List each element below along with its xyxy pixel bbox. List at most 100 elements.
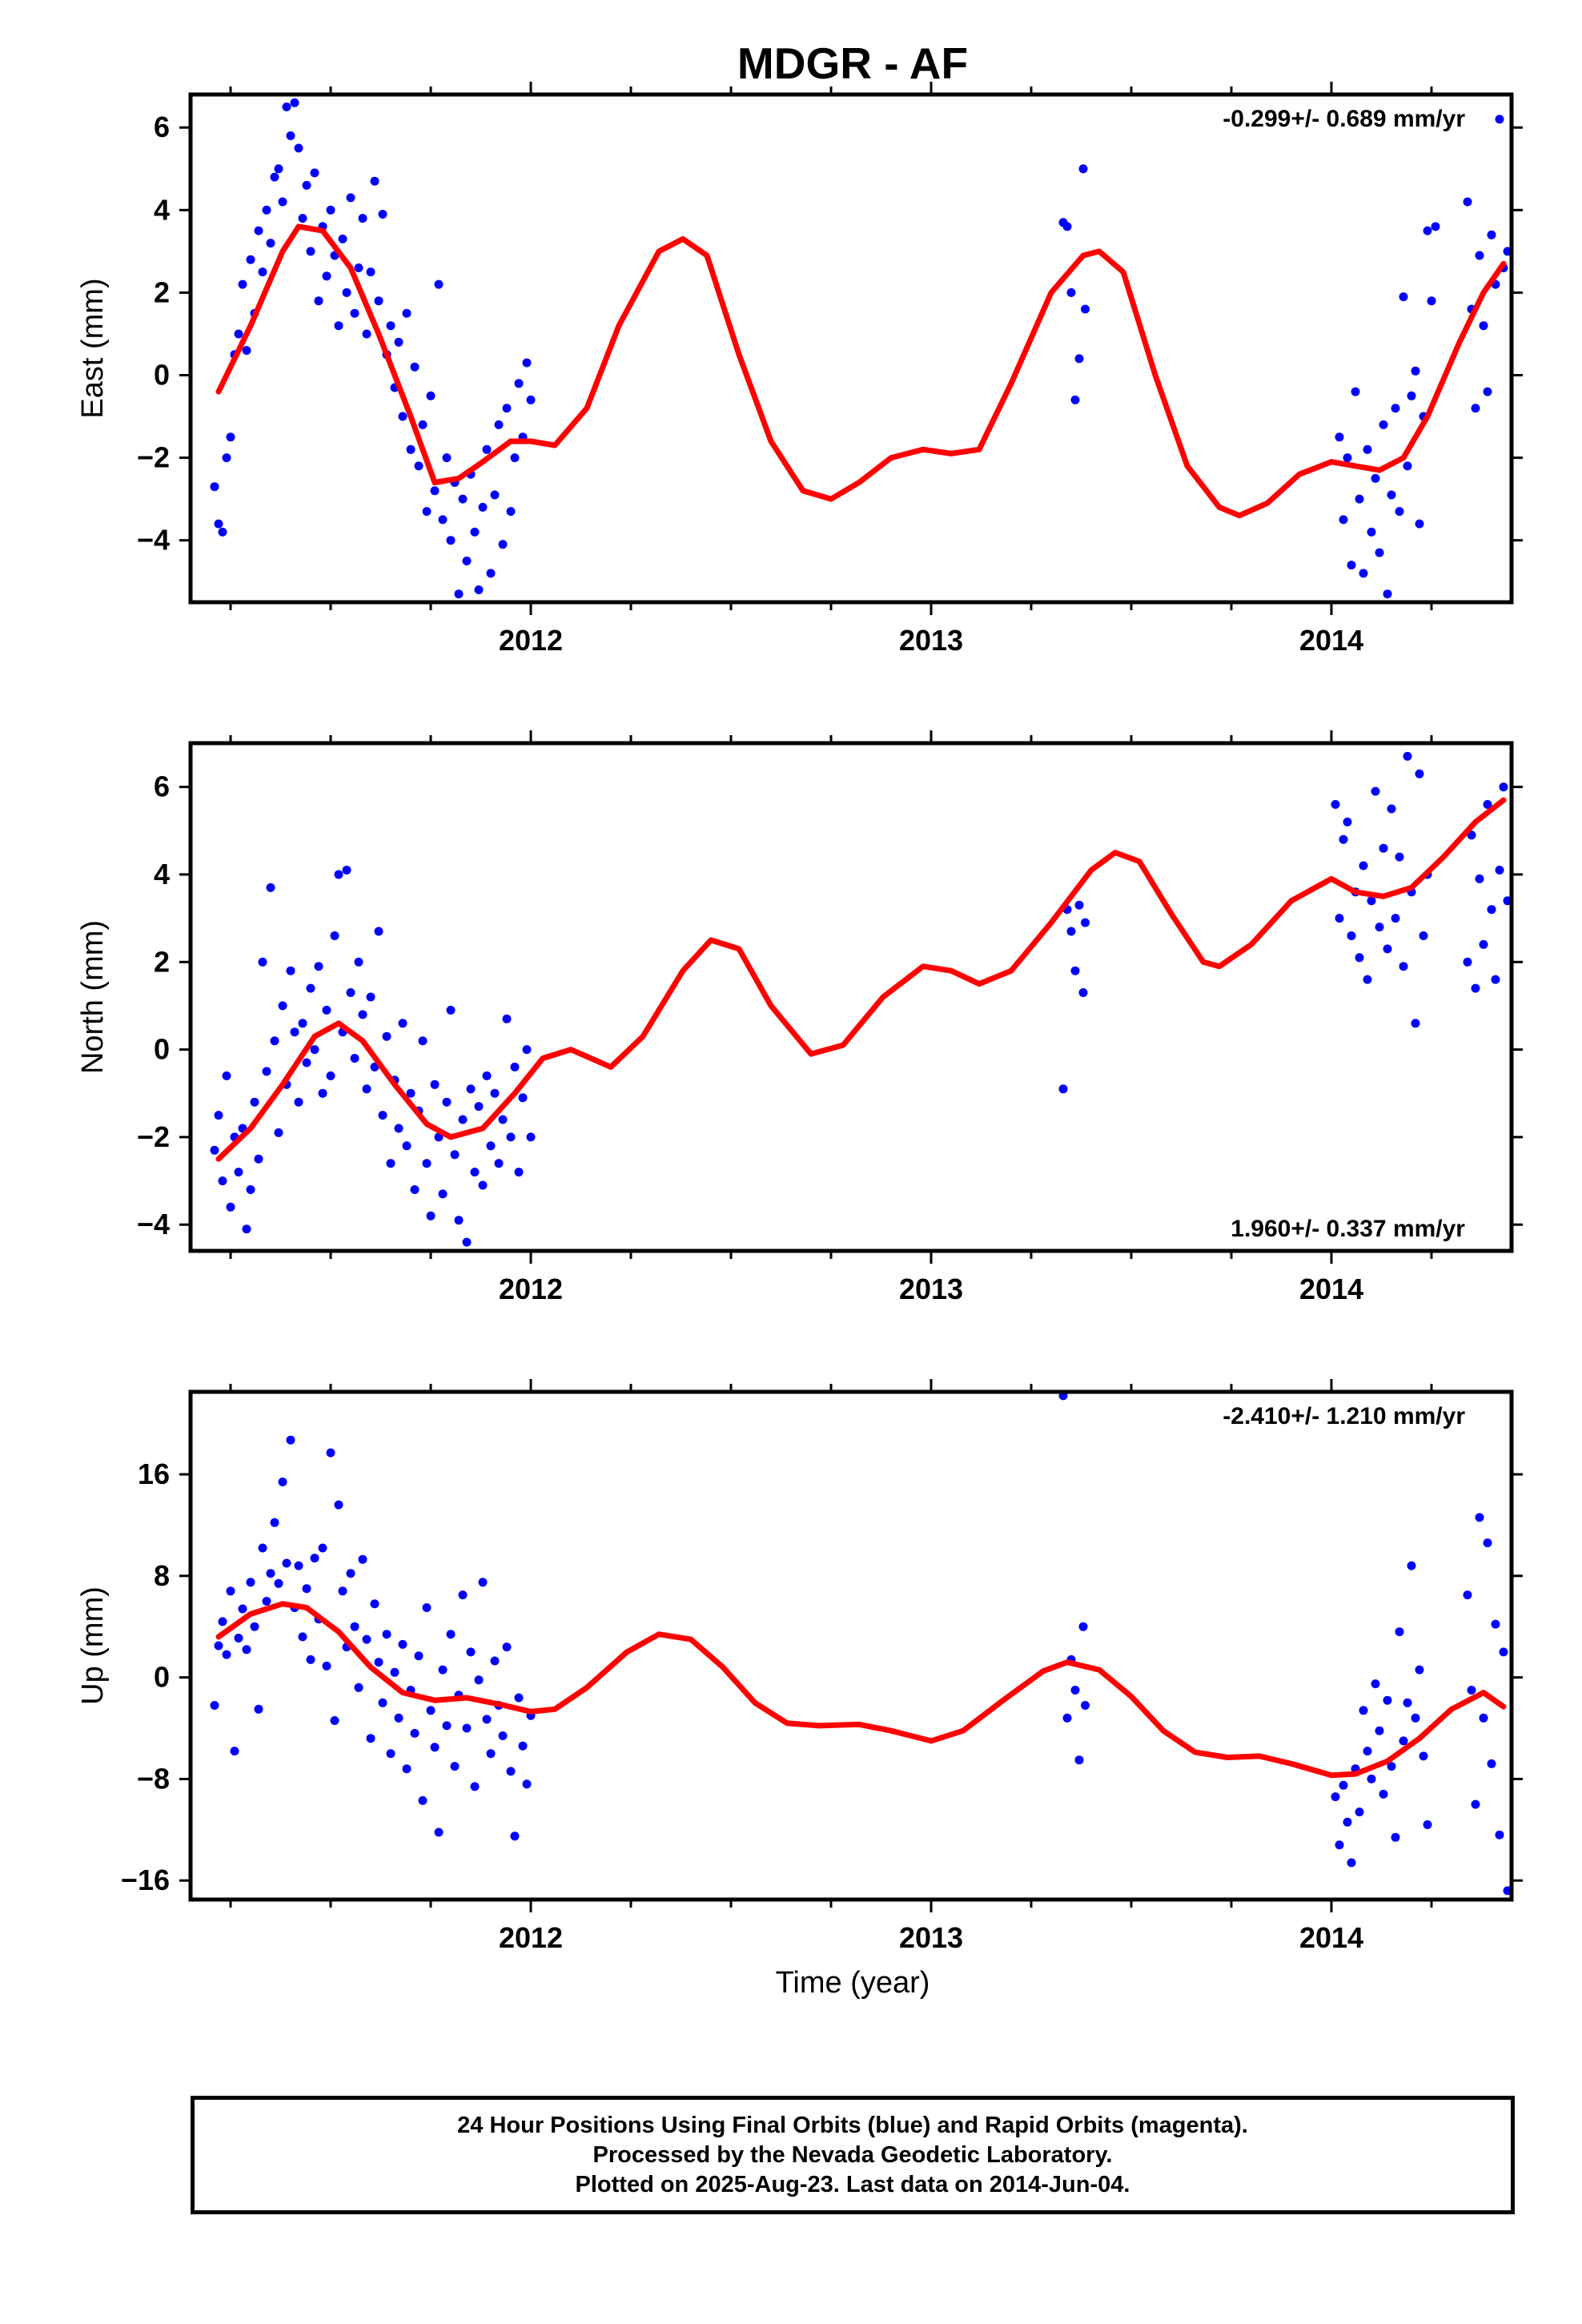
east-data-point xyxy=(1427,296,1436,306)
east-data-point xyxy=(1479,321,1488,331)
east-data-point xyxy=(1379,420,1388,429)
north-y-tick-label: 0 xyxy=(154,1033,170,1066)
up-data-point xyxy=(1359,1706,1368,1715)
east-data-point xyxy=(438,515,448,525)
up-data-point xyxy=(322,1661,331,1671)
east-data-point xyxy=(1343,453,1352,463)
east-data-point xyxy=(446,536,456,545)
north-data-point xyxy=(1399,962,1408,971)
up-y-tick-label: −8 xyxy=(137,1762,170,1795)
up-data-point xyxy=(294,1561,303,1570)
up-data-point xyxy=(514,1693,524,1703)
east-data-point xyxy=(310,168,319,178)
east-data-point xyxy=(514,379,524,388)
north-data-point xyxy=(214,1111,223,1120)
east-fit-line xyxy=(215,223,1507,519)
up-data-point xyxy=(402,1764,412,1774)
east-data-point xyxy=(1078,164,1088,174)
east-data-point xyxy=(510,453,520,463)
north-data-point xyxy=(222,1071,231,1080)
up-data-point xyxy=(394,1713,404,1723)
north-y-tick-label: −2 xyxy=(137,1120,170,1153)
up-rate-label: -2.410+/- 1.210 mm/yr xyxy=(1223,1403,1465,1429)
up-data-point xyxy=(398,1639,408,1649)
north-panel: −4 −2 0 2 4 6 2012 2013 2014 North (mm) 1.960+/- 0… xyxy=(76,730,1523,1305)
east-data-point xyxy=(322,271,331,281)
north-data-point xyxy=(474,1102,484,1112)
up-data-point xyxy=(234,1634,243,1642)
up-data-point xyxy=(210,1701,219,1710)
north-data-point xyxy=(1483,800,1492,809)
up-data-layer xyxy=(210,1392,1512,1896)
north-plot-frame xyxy=(188,741,1514,1253)
north-data-point xyxy=(450,1150,460,1160)
east-data-point xyxy=(1387,490,1396,500)
north-y-tick-label: 4 xyxy=(154,858,170,891)
north-data-point xyxy=(354,957,363,967)
east-data-point xyxy=(1383,589,1392,599)
east-data-point xyxy=(398,412,408,421)
north-data-point xyxy=(502,1014,512,1023)
north-data-point xyxy=(386,1159,396,1168)
north-data-point xyxy=(410,1185,420,1194)
north-data-point xyxy=(426,1211,436,1220)
east-data-point xyxy=(482,444,492,454)
north-data-point xyxy=(1331,800,1340,809)
north-data-point xyxy=(522,1045,532,1055)
up-data-point xyxy=(522,1779,532,1789)
east-data-point xyxy=(462,557,472,565)
north-data-point xyxy=(402,1141,412,1151)
up-data-point xyxy=(446,1630,456,1639)
east-data-point xyxy=(262,205,271,215)
east-data-point xyxy=(402,308,412,318)
east-data-point xyxy=(1423,226,1432,235)
up-data-point xyxy=(1499,1647,1508,1657)
north-data-point xyxy=(358,1010,367,1019)
east-data-point xyxy=(386,321,396,331)
east-rate-label: -0.299+/- 0.689 mm/yr xyxy=(1223,106,1465,132)
north-data-point xyxy=(226,1202,235,1212)
east-data-point xyxy=(490,490,500,500)
up-data-point xyxy=(242,1645,251,1655)
up-data-point xyxy=(502,1642,512,1652)
north-data-point xyxy=(218,1176,227,1186)
east-panel: −4 −2 0 2 4 6 2012 2013 2014 East (mm) -0.299+/- 0… xyxy=(76,82,1523,657)
north-data-point xyxy=(438,1189,448,1199)
east-data-point xyxy=(358,214,367,223)
east-data-point xyxy=(506,507,516,517)
up-data-point xyxy=(358,1554,367,1564)
north-data-point xyxy=(418,1036,428,1046)
up-data-point xyxy=(1395,1627,1404,1637)
east-data-point xyxy=(526,395,536,404)
footer-line-2: Processed by the Nevada Geodetic Laborat… xyxy=(592,2141,1113,2168)
east-data-point xyxy=(454,589,464,599)
north-data-point xyxy=(478,1180,488,1190)
east-data-point xyxy=(1403,461,1412,471)
up-data-point xyxy=(218,1617,227,1626)
east-data-point xyxy=(1347,561,1356,570)
up-data-point xyxy=(298,1632,307,1642)
north-data-point xyxy=(342,866,351,875)
north-data-point xyxy=(466,1084,476,1094)
north-data-point xyxy=(1487,905,1496,915)
east-data-point xyxy=(1483,387,1492,396)
east-y-tick-label: −4 xyxy=(137,524,170,557)
up-data-point xyxy=(326,1448,335,1458)
north-data-point xyxy=(462,1237,472,1247)
up-data-point xyxy=(1483,1538,1492,1548)
north-data-point xyxy=(526,1132,536,1142)
east-y-tick-label: 0 xyxy=(154,359,170,392)
east-data-point xyxy=(302,180,311,190)
up-data-point xyxy=(1479,1713,1488,1723)
east-data-point xyxy=(282,103,291,111)
up-data-point xyxy=(438,1665,448,1675)
up-data-point xyxy=(226,1586,235,1596)
east-data-point xyxy=(422,507,432,517)
east-data-point xyxy=(246,255,255,264)
east-data-point xyxy=(1391,404,1400,413)
north-data-point xyxy=(506,1132,516,1142)
north-data-point xyxy=(274,1128,283,1137)
east-data-point xyxy=(274,164,283,174)
north-data-point xyxy=(1070,966,1080,975)
up-data-point xyxy=(278,1478,287,1486)
